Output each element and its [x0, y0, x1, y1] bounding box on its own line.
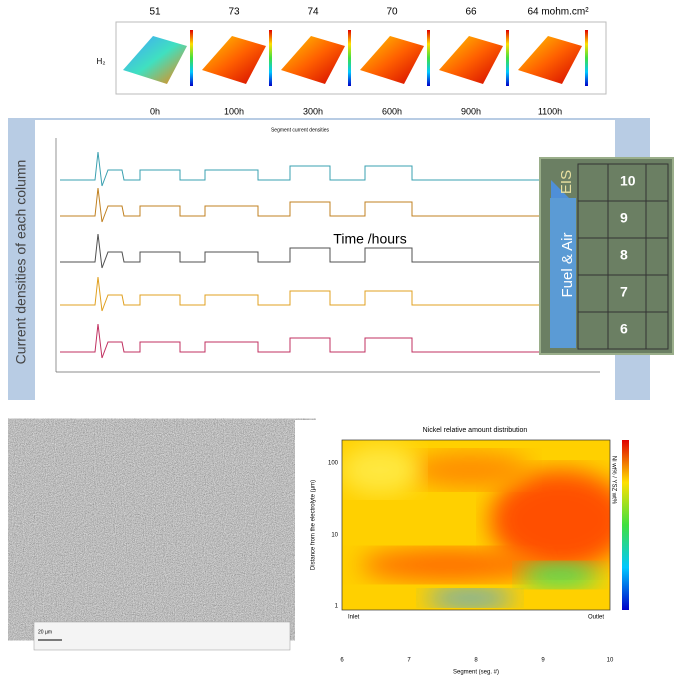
eis-row: 6: [620, 321, 628, 337]
outlet-label: Outlet: [588, 615, 604, 621]
heat-blob: [360, 549, 540, 581]
resistance: 70: [386, 7, 398, 18]
annotation: Time /hours: [333, 231, 406, 247]
eis-row: 9: [620, 210, 628, 226]
heatmap: [342, 440, 610, 610]
colorbar-label: Ni wt% / YSZ wt%: [610, 456, 616, 505]
tiles: 51 0h 73 100h 74 300h 70 600h 66 900h 64 mohm.cm² 1…: [123, 7, 589, 116]
y-tick-label: 100: [328, 461, 339, 467]
inlet-label: Inlet: [348, 615, 360, 621]
current-panel-bg: [35, 120, 615, 400]
time: 600h: [382, 106, 402, 116]
sem-info: [33, 621, 291, 651]
tile-colorbar: [585, 30, 588, 86]
eis-row: 7: [620, 284, 628, 300]
plot-frame: [341, 439, 611, 611]
x-tick-label: 10: [607, 658, 614, 664]
nickel-x-label: Segment (seg. #): [453, 670, 499, 676]
gas-label: H₂: [97, 57, 106, 66]
resistance: 64 mohm.cm²: [527, 7, 589, 18]
tile-colorbar: [269, 30, 272, 86]
tile: [202, 36, 266, 84]
trace: [60, 323, 590, 359]
heat-blob: [490, 470, 610, 570]
flow-bar: [550, 198, 576, 348]
trace: [60, 233, 590, 269]
sem-image: [34, 437, 290, 622]
heat-blob: [410, 452, 530, 488]
sem-top: [34, 425, 290, 437]
trace: [60, 276, 590, 312]
heat-blob: [342, 445, 420, 495]
nickel-y-label: Distance from the electrolyte (µm): [311, 480, 317, 570]
trace: [60, 151, 590, 187]
resistance: 51: [149, 7, 161, 18]
tile: [439, 36, 503, 84]
x-tick-label: 7: [407, 658, 411, 664]
tile-colorbar: [348, 30, 351, 86]
resistance: 74: [307, 7, 319, 18]
eis-row: 10: [620, 173, 636, 189]
flow-label: Fuel & Air: [559, 232, 576, 297]
nickel-panel: Nickel relative amount distribution Ni w…: [295, 420, 655, 681]
tile: [518, 36, 582, 84]
x-tick-label: 6: [340, 658, 344, 664]
time: 900h: [461, 106, 481, 116]
tile-colorbar: [427, 30, 430, 86]
resistance: 73: [228, 7, 240, 18]
y-tick-label: 10: [331, 533, 338, 539]
eis-label: EIS: [558, 170, 575, 194]
nickel-title: Nickel relative amount distribution: [423, 427, 528, 434]
tile-colorbar: [506, 30, 509, 86]
time: 100h: [224, 106, 244, 116]
tile: [281, 36, 345, 84]
tile: [360, 36, 424, 84]
heat-blob: [425, 590, 515, 606]
sem-panel: 20 µm: [33, 425, 291, 651]
current-y-label: Current densities of each column: [13, 160, 29, 365]
trace: [60, 187, 590, 223]
heat-blob: [520, 563, 600, 587]
time: 0h: [150, 106, 160, 116]
tile: [123, 36, 187, 84]
scale-label: 20 µm: [38, 629, 52, 635]
colorbar: [622, 440, 629, 610]
current-title: Segment current densities: [271, 127, 330, 133]
x-tick-label: 8: [474, 658, 478, 664]
nickel-ticks: 100 10 1 6 7 8 9 10: [328, 461, 614, 664]
eis-cell: [645, 311, 669, 350]
eis-grid: 10 9 8 7 6: [577, 163, 669, 350]
x-tick-label: 9: [541, 658, 545, 664]
y-tick-label: 1: [335, 604, 339, 610]
eis-box: 10 9 8 7 6 Fuel & Air EIS: [539, 157, 674, 355]
eis-row: 8: [620, 247, 628, 263]
traces: [60, 151, 590, 359]
top-panel: H₂ 51 0h 73 100h 74 300h 70 600h 66 900h 64 mohm.c…: [86, 2, 607, 124]
time: 1100h: [538, 106, 562, 116]
tile-colorbar: [190, 30, 193, 86]
resistance: 66: [465, 7, 477, 18]
top-frame: [115, 21, 607, 95]
time: 300h: [303, 106, 323, 116]
